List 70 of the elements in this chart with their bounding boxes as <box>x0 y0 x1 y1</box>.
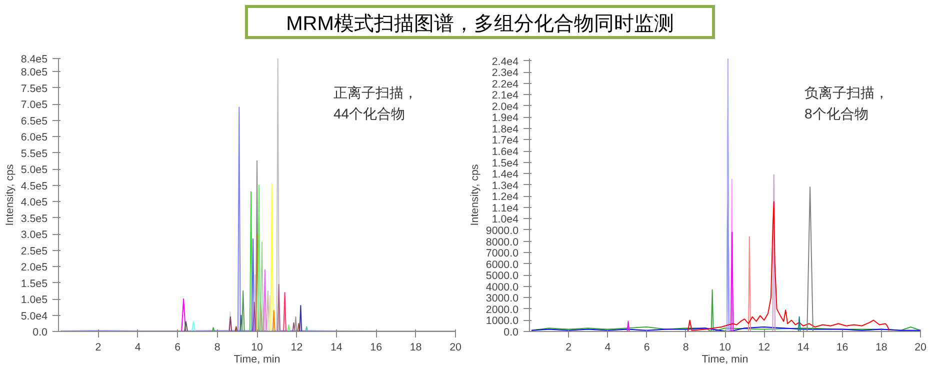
y-tick-label: 6.0e5 <box>20 132 48 144</box>
y-tick-label: 2.1e4 <box>492 90 519 102</box>
y-tick-label: 9000.0 <box>486 224 519 237</box>
x-tick-label: 8 <box>214 342 220 354</box>
y-tick-label: 1.2e4 <box>492 191 519 204</box>
y-tick-label: 1.9e4 <box>492 112 519 124</box>
y-tick-label: 5.5e5 <box>20 148 48 160</box>
y-axis-title: Intensity, cps <box>4 164 16 226</box>
x-tick-label: 6 <box>174 342 181 354</box>
x-tick-label: 12 <box>290 342 303 354</box>
y-tick-label: 5.0e4 <box>20 310 48 322</box>
x-tick-label: 8 <box>682 342 689 354</box>
y-tick-label: 2.0e5 <box>20 262 48 274</box>
x-tick-label: 20 <box>914 342 926 354</box>
y-tick-label: 1.3e4 <box>492 180 519 192</box>
y-tick-label: 2.3e4 <box>492 67 519 80</box>
x-tick-label: 4 <box>604 342 611 354</box>
x-axis-title: Time, min <box>702 354 748 366</box>
y-tick-label: 1.5e5 <box>20 278 48 290</box>
y-tick-label: 2.0e4 <box>492 100 519 113</box>
y-tick-label: 2.4e4 <box>492 56 519 68</box>
y-tick-label: 1.7e4 <box>492 134 519 147</box>
x-tick-label: 4 <box>134 342 141 354</box>
y-tick-label: 1000.0 <box>486 315 519 328</box>
y-tick-label: 1.8e4 <box>492 123 519 136</box>
y-tick-label: 8.4e5 <box>20 54 48 66</box>
x-tick-label: 12 <box>758 342 770 354</box>
y-tick-label: 1.6e4 <box>492 146 519 158</box>
x-tick-label: 16 <box>370 342 382 354</box>
x-tick-label: 16 <box>836 342 848 354</box>
x-tick-label: 14 <box>330 342 342 354</box>
y-tick-label: 2.2e4 <box>492 78 519 90</box>
x-axis-title: Time, min <box>234 354 280 366</box>
x-tick-label: 10 <box>251 342 263 354</box>
y-tick-label: 0.0 <box>504 326 519 338</box>
x-tick-label: 2 <box>95 342 102 354</box>
y-tick-label: 3.0e5 <box>20 229 48 241</box>
x-tick-label: 2 <box>566 342 572 354</box>
y-tick-label: 4.0e5 <box>20 196 48 208</box>
x-tick-label: 18 <box>875 342 888 354</box>
y-tick-label: 0.0 <box>32 326 48 338</box>
x-tick-label: 20 <box>450 342 462 354</box>
y-tick-label: 5000.0 <box>486 270 519 282</box>
y-tick-label: 4.5e5 <box>20 180 48 192</box>
y-tick-label: 1.4e4 <box>492 168 519 181</box>
y-tick-label: 1.1e4 <box>492 202 519 214</box>
y-tick-label: 7.5e5 <box>20 82 48 95</box>
x-tick-label: 6 <box>644 342 650 354</box>
y-tick-label: 6000.0 <box>486 258 519 271</box>
y-tick-label: 1.0e4 <box>492 214 519 226</box>
x-tick-label: 14 <box>797 342 810 354</box>
chart-title: MRM模式扫描图谱，多组分化合物同时监测 <box>286 12 674 37</box>
y-tick-label: 2000.0 <box>486 304 519 316</box>
y-tick-label: 6.5e5 <box>20 115 48 128</box>
y-tick-label: 3000.0 <box>486 292 519 305</box>
y-axis-title: Intensity, cps <box>468 164 481 226</box>
y-tick-label: 5.0e5 <box>20 164 48 176</box>
x-tick-label: 10 <box>719 342 731 354</box>
y-tick-label: 1.5e4 <box>492 157 519 170</box>
y-tick-label: 3.5e5 <box>20 212 48 225</box>
y-tick-label: 8.0e5 <box>20 66 48 78</box>
y-tick-label: 4000.0 <box>486 281 519 294</box>
x-tick-label: 18 <box>410 342 422 354</box>
y-tick-label: 8000.0 <box>486 236 519 248</box>
annotation: 负离子扫描， 8个化合物 <box>804 84 888 122</box>
y-tick-label: 7.0e5 <box>20 99 48 111</box>
y-tick-label: 7000.0 <box>486 248 519 260</box>
annotation: 正离子扫描， 44个化合物 <box>334 84 418 122</box>
y-tick-label: 1.0e5 <box>20 294 48 306</box>
y-tick-label: 2.5e5 <box>20 245 48 258</box>
